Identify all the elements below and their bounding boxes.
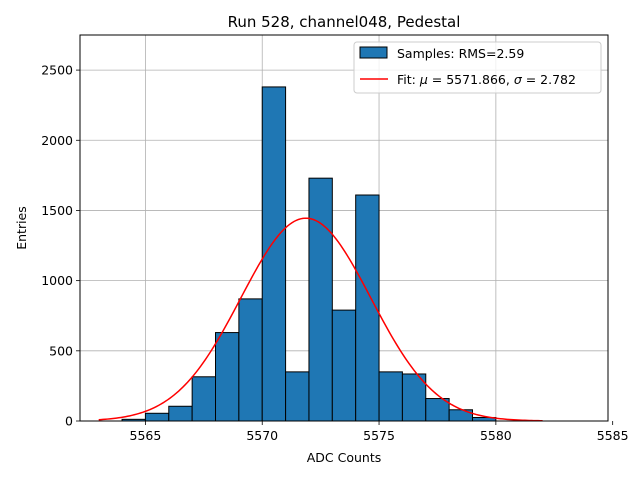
x-tick-label: 5570 — [246, 428, 278, 443]
chart-title: Run 528, channel048, Pedestal — [228, 13, 461, 31]
legend-fit-label: Fit: μ = 5571.866, σ = 2.782 — [397, 72, 576, 87]
histogram-bar — [448, 409, 473, 422]
histogram-bars — [121, 86, 497, 422]
legend-fit-sigma: σ — [514, 72, 523, 87]
y-tick-label: 1500 — [41, 203, 73, 218]
histogram-bar — [308, 177, 333, 422]
histogram-bar — [168, 405, 193, 422]
x-axis-label: ADC Counts — [307, 450, 382, 465]
fit-curve — [98, 217, 543, 422]
y-tick-label: 2500 — [41, 63, 73, 78]
x-tick-label: 5565 — [130, 428, 162, 443]
y-tick-label: 2000 — [41, 133, 73, 148]
legend: Samples: RMS=2.59 Fit: μ = 5571.866, σ =… — [353, 41, 602, 94]
legend-fit-sigma-value: = 2.782 — [522, 72, 576, 87]
histogram-bar — [285, 371, 310, 422]
legend-box — [353, 41, 602, 94]
y-tick-label: 1000 — [41, 273, 73, 288]
histogram-bar — [425, 398, 450, 422]
legend-histogram-swatch — [359, 46, 388, 59]
legend-histogram-label: Samples: RMS=2.59 — [397, 46, 524, 61]
y-axis-label: Entries — [14, 206, 29, 250]
y-tick-label: 500 — [49, 343, 73, 358]
x-axis-ticks: 5565 5570 5575 5580 5585 — [130, 421, 629, 443]
axes-frame — [79, 34, 609, 422]
x-tick-label: 5575 — [363, 428, 395, 443]
histogram-bar — [144, 412, 170, 422]
histogram-bar — [331, 309, 357, 422]
plot-area — [79, 34, 609, 422]
y-tick-label: 0 — [65, 414, 73, 429]
histogram-bar — [238, 298, 263, 422]
x-tick-label: 5585 — [597, 428, 629, 443]
legend-fit-mu-value: = 5571.866, — [428, 72, 514, 87]
x-tick-label: 5580 — [480, 428, 512, 443]
y-axis-ticks: 0 500 1000 1500 2000 2500 — [41, 63, 80, 429]
legend-fit-prefix: Fit: — [397, 72, 420, 87]
legend-fit-mu: μ — [419, 72, 428, 87]
histogram-bar — [215, 332, 240, 422]
histogram-bar — [378, 371, 403, 422]
histogram-bar — [191, 376, 217, 422]
